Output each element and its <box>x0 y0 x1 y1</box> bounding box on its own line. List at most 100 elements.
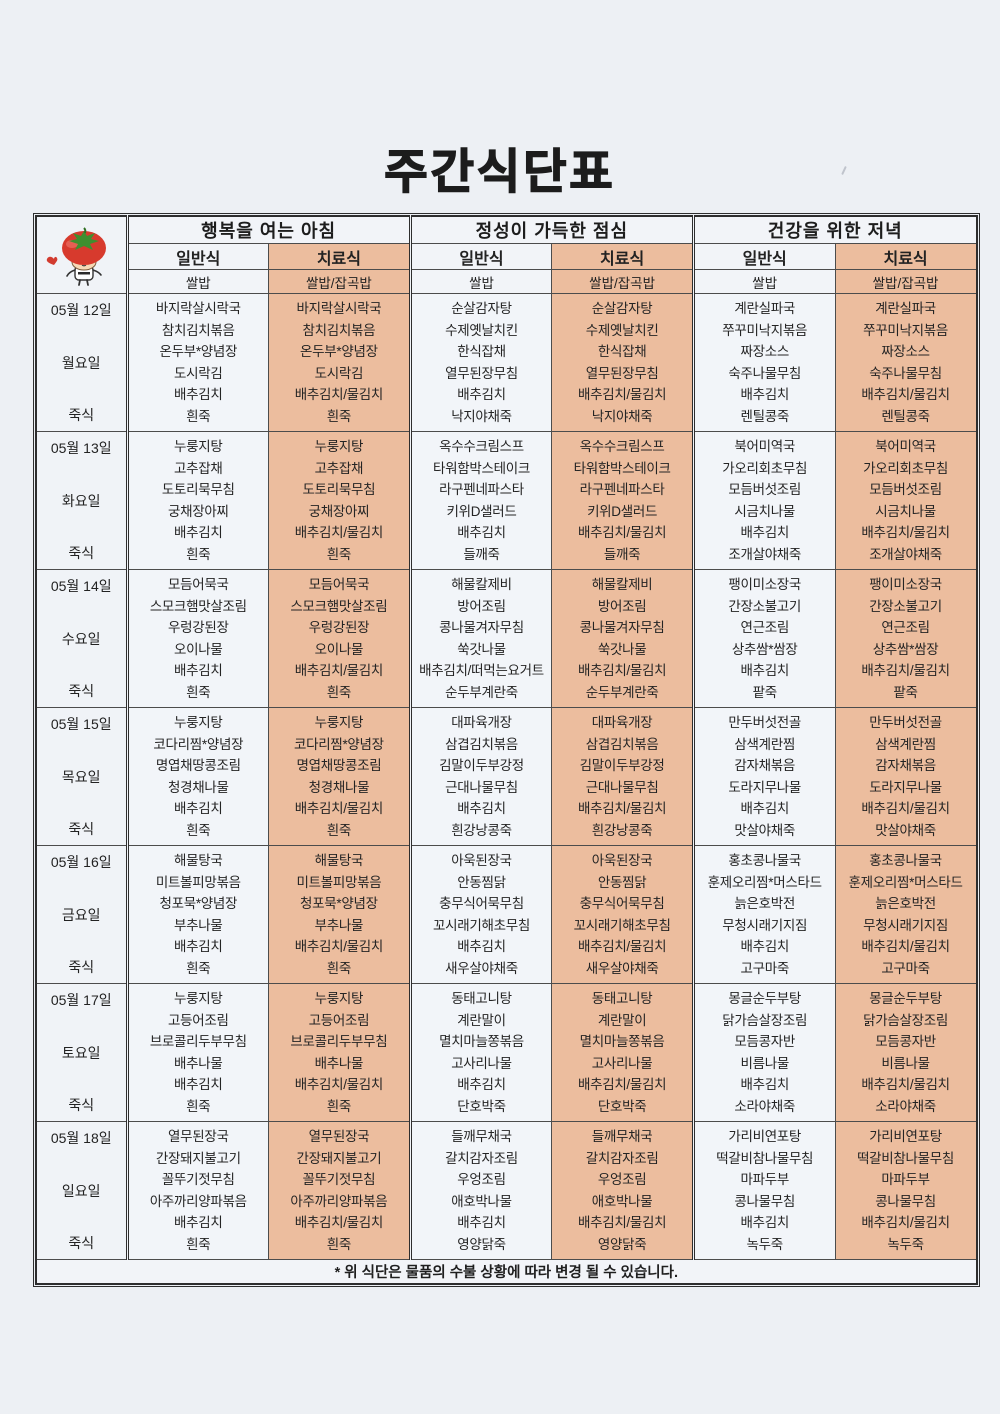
menu-item: 미트볼피망볶음 <box>155 874 241 890</box>
menu-item: 누룽지탕 <box>174 439 223 454</box>
menu-item: 영양닭죽 <box>457 1236 506 1252</box>
day-weekday: 금요일 <box>61 906 101 923</box>
menu-item: 바지락살시락국 <box>155 301 241 316</box>
menu-item: 멸치마늘쫑볶음 <box>439 1034 524 1050</box>
porridge-label: 죽식 <box>68 1235 95 1251</box>
menu-item: 배추김치 <box>740 1215 789 1231</box>
menu-item: 배추김치/물김치 <box>861 1077 950 1093</box>
day-date: 05월 16일 <box>50 854 112 870</box>
menu-item: 온두부*양념장 <box>159 344 238 360</box>
porridge-label: 죽식 <box>68 821 95 837</box>
menu-item: 배추김치/물김치 <box>577 525 667 541</box>
day-cell: 05월 15일 목요일 죽식 <box>35 707 128 846</box>
menu-item: 고등어조림 <box>167 1012 229 1028</box>
menu-item: 콩나물무침 <box>875 1193 936 1209</box>
menu-item: 배추김치 <box>457 387 506 403</box>
menu-item: 스모크햄맛살조림 <box>149 598 247 614</box>
menu-item: 배추김치/물김치 <box>861 663 950 679</box>
meal-cell-lunch-regular: 옥수수크림스프 타워함박스테이크 라구펜네파스타 키위D샐러드 배추김치 들깨죽 <box>408 431 553 570</box>
meal-cell-lunch-therapy: 아욱된장국 안동찜닭 충무식어묵무침 꼬시래기해초무침 배추김치/물김치 새우살야채죽 <box>551 845 694 984</box>
menu-item: 상추쌈*쌈장 <box>872 641 939 657</box>
day-cell: 05월 12일 월요일 죽식 <box>35 293 128 432</box>
menu-item: 소라야채죽 <box>875 1098 936 1114</box>
menu-item: 명엽채땅콩조림 <box>296 758 382 774</box>
menu-item: 쭈꾸미낙지볶음 <box>863 322 948 338</box>
meal-cell-lunch-therapy: 순살감자탕 수제옛날치킨 한식잡채 열무된장무침 배추김치/물김치 낙지야채죽 <box>551 293 694 432</box>
menu-item: 마파두부 <box>740 1172 789 1188</box>
day-date: 05월 14일 <box>50 578 112 594</box>
menu-item: 가오리회초무침 <box>863 460 948 476</box>
menu-item: 북어미역국 <box>875 439 936 454</box>
meal-cell-lunch-regular: 해물칼제비 방어조림 콩나물겨자무침 쑥갓나물 배추김치/떠먹는요거트 순두부계란죽 <box>408 569 553 708</box>
menu-item: 배추김치 <box>740 939 789 955</box>
menu-item: 도토리묵무침 <box>161 482 235 498</box>
meal-cell-breakfast-regular: 열무된장국 간장돼지불고기 꼴뚜기젓무침 아주까리양파볶음 배추김치 흰죽 <box>125 1121 270 1260</box>
menu-item: 해물칼제비 <box>451 577 512 592</box>
menu-item: 꼴뚜기젓무침 <box>302 1172 376 1188</box>
menu-item: 계란말이 <box>457 1012 506 1028</box>
menu-item: 순두부계란죽 <box>445 684 518 700</box>
menu-item: 도시락김 <box>174 365 223 381</box>
menu-item: 궁채장아찌 <box>167 503 229 519</box>
menu-item: 들깨무채국 <box>451 1129 512 1144</box>
menu-item: 녹두죽 <box>746 1236 784 1252</box>
header-lunch: 정성이 가득한 점심 <box>408 215 694 244</box>
menu-item: 흰강낭콩죽 <box>591 822 653 838</box>
menu-item: 부추나물 <box>174 917 223 933</box>
day-row: 05월 15일 목요일 죽식 누룽지탕 코다리찜*양념장 명엽채땅콩조림 청경채나물 배추김치… <box>35 707 978 846</box>
menu-item: 비름나물 <box>740 1055 789 1071</box>
menu-item: 애호박나물 <box>451 1193 512 1209</box>
menu-item: 가리비연포탕 <box>869 1129 942 1144</box>
menu-item: 오이나물 <box>314 641 364 657</box>
menu-item: 새우살야채죽 <box>445 960 518 976</box>
menu-item: 홍초콩나물국 <box>728 853 802 868</box>
menu-item: 만두버섯전골 <box>869 715 942 730</box>
menu-item: 배추김치 <box>174 525 223 541</box>
tomato-character-icon <box>47 227 107 286</box>
menu-item: 들깨죽 <box>463 546 500 562</box>
menu-item: 맛살야채죽 <box>875 822 936 838</box>
menu-item: 감자채볶음 <box>875 758 936 774</box>
mascot-cell <box>35 215 128 294</box>
day-cell: 05월 13일 화요일 죽식 <box>35 431 128 570</box>
menu-item: 순두부계란죽 <box>585 684 659 700</box>
menu-item: 흰죽 <box>186 546 211 562</box>
day-date: 05월 12일 <box>50 302 112 318</box>
rice-lunch-regular: 쌀밥 <box>408 269 553 294</box>
day-date: 05월 15일 <box>50 716 112 732</box>
menu-item: 배추김치/물김치 <box>861 1215 950 1231</box>
menu-item: 수제옛날치킨 <box>585 322 659 338</box>
menu-item: 도토리묵무침 <box>302 482 376 498</box>
menu-item: 모듬콩자반 <box>734 1034 795 1050</box>
menu-item: 떡갈비참나물무침 <box>716 1150 814 1166</box>
meal-cell-lunch-regular: 대파육개장 삼겹김치볶음 김말이두부강정 근대나물무침 배추김치 흰강낭콩죽 <box>408 707 553 846</box>
menu-item: 라구펜네파스타 <box>579 482 665 498</box>
menu-item: 부추나물 <box>314 917 364 933</box>
menu-item: 방어조림 <box>597 598 647 614</box>
meal-cell-lunch-regular: 순살감자탕 수제옛날치킨 한식잡채 열무된장무침 배추김치 낙지야채죽 <box>408 293 553 432</box>
menu-item: 고구마죽 <box>740 960 789 976</box>
meal-cell-breakfast-therapy: 누룽지탕 고추잡채 도토리묵무침 궁채장아찌 배추김치/물김치 흰죽 <box>268 431 411 570</box>
menu-item: 도라지무나물 <box>728 779 802 795</box>
meal-cell-dinner-regular: 가리비연포탕 떡갈비참나물무침 마파두부 콩나물무침 배추김치 녹두죽 <box>691 1121 836 1260</box>
menu-item: 소라야채죽 <box>734 1098 795 1114</box>
menu-item: 삼색계란찜 <box>734 736 795 752</box>
menu-item: 명엽채땅콩조림 <box>155 758 241 774</box>
meal-cell-lunch-therapy: 동태고니탕 계란말이 멸치마늘쫑볶음 고사리나물 배추김치/물김치 단호박죽 <box>551 983 694 1122</box>
meal-cell-dinner-regular: 홍초콩나물국 훈제오리찜*머스타드 늙은호박전 무청시래기지짐 배추김치 고구마죽 <box>691 845 836 984</box>
menu-item: 팽이미소장국 <box>869 577 942 592</box>
menu-item: 고사리나물 <box>591 1055 653 1071</box>
menu-item: 몽글순두부탕 <box>728 991 802 1006</box>
menu-item: 배추김치 <box>457 1077 506 1093</box>
menu-item: 열무된장국 <box>308 1129 370 1144</box>
menu-item: 닭가슴살장조림 <box>722 1012 808 1028</box>
menu-item: 간장돼지불고기 <box>155 1150 241 1166</box>
menu-item: 배추김치/물김치 <box>577 801 667 817</box>
meal-cell-lunch-therapy: 옥수수크림스프 타워함박스테이크 라구펜네파스타 키위D샐러드 배추김치/물김치 들깨죽 <box>551 431 694 570</box>
menu-item: 배추김치/물김치 <box>294 525 384 541</box>
menu-item: 고사리나물 <box>451 1055 512 1071</box>
meal-cell-lunch-regular: 동태고니탕 계란말이 멸치마늘쫑볶음 고사리나물 배추김치 단호박죽 <box>408 983 553 1122</box>
meal-cell-dinner-therapy: 북어미역국 가오리회초무침 모듬버섯조림 시금치나물 배추김치/물김치 조개살야채죽 <box>834 431 978 570</box>
menu-item: 짜장소스 <box>740 344 789 360</box>
